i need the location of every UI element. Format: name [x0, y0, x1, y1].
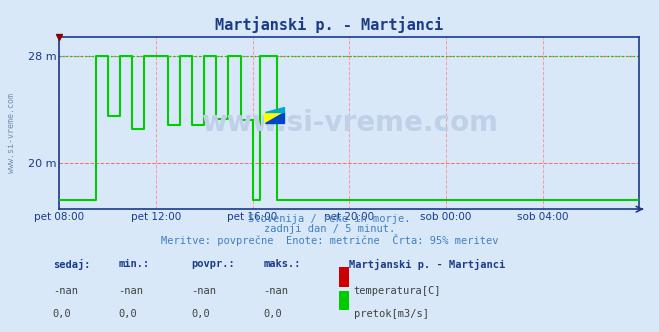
Polygon shape	[265, 107, 284, 112]
Text: Meritve: povprečne  Enote: metrične  Črta: 95% meritev: Meritve: povprečne Enote: metrične Črta:…	[161, 234, 498, 246]
Text: Slovenija / reke in morje.: Slovenija / reke in morje.	[248, 214, 411, 224]
Text: www.si-vreme.com: www.si-vreme.com	[201, 109, 498, 137]
Text: maks.:: maks.:	[264, 259, 301, 269]
Text: Martjanski p. - Martjanci: Martjanski p. - Martjanci	[215, 17, 444, 34]
Text: -nan: -nan	[53, 286, 78, 295]
Polygon shape	[265, 112, 284, 123]
Text: -nan: -nan	[264, 286, 289, 295]
Text: www.si-vreme.com: www.si-vreme.com	[7, 93, 16, 173]
Text: 0,0: 0,0	[191, 309, 210, 319]
Text: -nan: -nan	[191, 286, 216, 295]
Text: pretok[m3/s]: pretok[m3/s]	[354, 309, 429, 319]
Text: 0,0: 0,0	[53, 309, 71, 319]
Text: sedaj:: sedaj:	[53, 259, 90, 270]
Text: zadnji dan / 5 minut.: zadnji dan / 5 minut.	[264, 224, 395, 234]
Text: Martjanski p. - Martjanci: Martjanski p. - Martjanci	[349, 259, 505, 270]
Text: povpr.:: povpr.:	[191, 259, 235, 269]
Text: 0,0: 0,0	[119, 309, 137, 319]
Text: -nan: -nan	[119, 286, 144, 295]
Polygon shape	[265, 112, 284, 123]
Text: min.:: min.:	[119, 259, 150, 269]
Text: 0,0: 0,0	[264, 309, 282, 319]
Text: temperatura[C]: temperatura[C]	[354, 286, 442, 295]
